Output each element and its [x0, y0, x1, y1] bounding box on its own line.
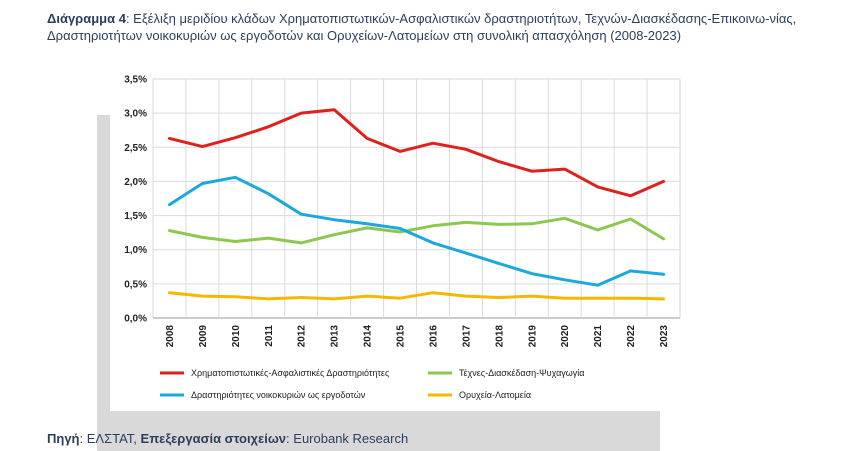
line-chart: 0,0% 0,5% 1,0% 1,5% 2,0% 2,5% 3,0% 3,5% 2008 2009… [124, 75, 681, 400]
x-tick-label: 2010 [231, 325, 242, 348]
source-note: Πηγή: ΕΛΣΤΑΤ, Επεξεργασία στοιχείων: Eur… [47, 431, 408, 446]
x-tick-label: 2011 [264, 325, 275, 347]
x-tick-label: 2023 [659, 325, 670, 348]
series-line [168, 108, 665, 198]
x-tick-label: 2016 [428, 325, 439, 348]
series-line [168, 175, 665, 287]
x-tick-label: 2008 [165, 325, 176, 348]
y-tick-label: 2,0% [124, 177, 147, 188]
x-tick-label: 2017 [461, 325, 472, 348]
series-line [168, 291, 665, 301]
y-tick-label: 3,5% [124, 75, 147, 86]
x-tick-label: 2022 [626, 325, 637, 348]
caption-text: : Εξέλιξη μεριδίου κλάδων Χρηματοπιστωτι… [47, 11, 797, 43]
legend-label: Χρηματοπιστωτικές-Ασφαλιστικές Δραστηριό… [191, 368, 390, 378]
processing-value: : Eurobank Research [286, 431, 409, 446]
series-line [168, 216, 665, 245]
source-label: Πηγή [47, 431, 80, 446]
chart-panel: 0,0% 0,5% 1,0% 1,5% 2,0% 2,5% 3,0% 3,5% 2008 2009… [110, 62, 693, 411]
x-tick-label: 2021 [593, 325, 604, 348]
caption-label: Διάγραμμα 4 [47, 11, 126, 26]
x-tick-label: 2014 [363, 325, 374, 348]
x-tick-label: 2015 [396, 325, 407, 348]
x-tick-label: 2018 [494, 325, 505, 348]
chart-caption: Διάγραμμα 4: Εξέλιξη μεριδίου κλάδων Χρη… [47, 10, 837, 44]
processing-label: Επεξεργασία στοιχείων [140, 431, 287, 446]
y-tick-label: 1,0% [124, 245, 147, 256]
legend-label: Τέχνες-Διασκέδαση-Ψυχαγωγία [459, 368, 585, 378]
x-tick-label: 2013 [330, 325, 341, 348]
legend-label: Ορυχεία-Λατομεία [459, 390, 531, 400]
x-tick-label: 2012 [297, 325, 308, 348]
x-tick-label: 2019 [527, 325, 538, 348]
legend-label: Δραστηριότητες νοικοκυριών ως εργοδοτών [191, 390, 366, 400]
source-value: : ΕΛΣΤΑΤ, [79, 431, 141, 446]
y-tick-label: 0,5% [124, 279, 147, 290]
y-tick-label: 2,5% [124, 143, 147, 154]
x-tick-label: 2020 [560, 325, 571, 348]
x-tick-label: 2009 [198, 325, 209, 348]
y-tick-label: 1,5% [124, 211, 147, 222]
y-tick-label: 3,0% [124, 109, 147, 120]
y-tick-label: 0,0% [124, 314, 147, 325]
